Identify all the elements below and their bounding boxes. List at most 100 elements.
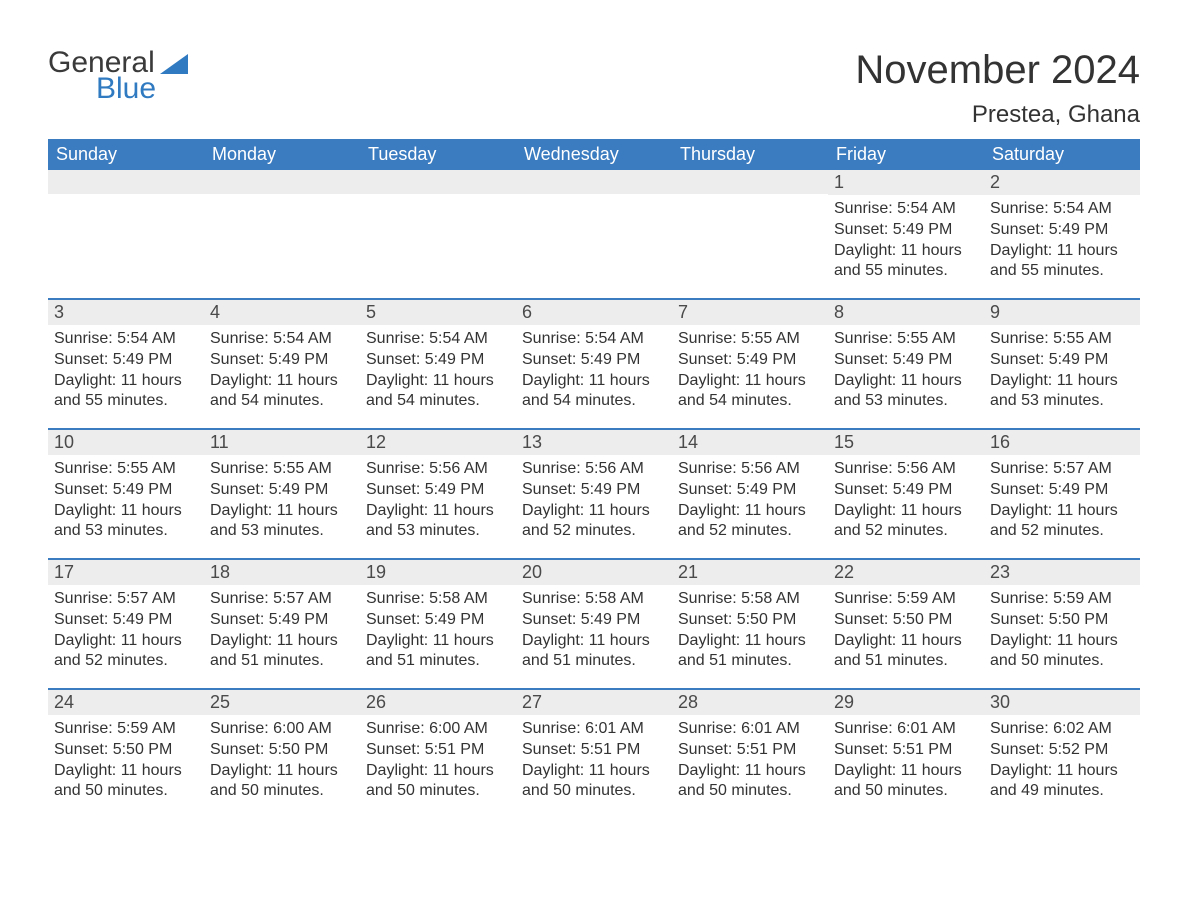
sunset-text: Sunset: 5:49 PM [210, 480, 354, 501]
day-number: 11 [204, 430, 360, 455]
calendar-cell: 27Sunrise: 6:01 AMSunset: 5:51 PMDayligh… [516, 690, 672, 818]
day-number: 24 [48, 690, 204, 715]
calendar-cell: 8Sunrise: 5:55 AMSunset: 5:49 PMDaylight… [828, 300, 984, 428]
daylight-text: Daylight: 11 hours and 52 minutes. [678, 501, 822, 543]
calendar-cell: 3Sunrise: 5:54 AMSunset: 5:49 PMDaylight… [48, 300, 204, 428]
day-body: Sunrise: 5:58 AMSunset: 5:49 PMDaylight:… [516, 585, 672, 680]
sunrise-text: Sunrise: 5:54 AM [366, 329, 510, 350]
sunset-text: Sunset: 5:49 PM [522, 350, 666, 371]
day-number: 13 [516, 430, 672, 455]
sunrise-text: Sunrise: 6:02 AM [990, 719, 1134, 740]
calendar-cell: 7Sunrise: 5:55 AMSunset: 5:49 PMDaylight… [672, 300, 828, 428]
day-body: Sunrise: 5:54 AMSunset: 5:49 PMDaylight:… [204, 325, 360, 420]
daylight-text: Daylight: 11 hours and 51 minutes. [522, 631, 666, 673]
daylight-text: Daylight: 11 hours and 55 minutes. [834, 241, 978, 283]
sunrise-text: Sunrise: 5:55 AM [834, 329, 978, 350]
day-number: 18 [204, 560, 360, 585]
calendar-cell: 22Sunrise: 5:59 AMSunset: 5:50 PMDayligh… [828, 560, 984, 688]
day-body: Sunrise: 6:01 AMSunset: 5:51 PMDaylight:… [672, 715, 828, 810]
sunrise-text: Sunrise: 5:54 AM [54, 329, 198, 350]
day-body: Sunrise: 5:54 AMSunset: 5:49 PMDaylight:… [48, 325, 204, 420]
sunset-text: Sunset: 5:49 PM [54, 350, 198, 371]
calendar-cell: 12Sunrise: 5:56 AMSunset: 5:49 PMDayligh… [360, 430, 516, 558]
calendar-cell: 2Sunrise: 5:54 AMSunset: 5:49 PMDaylight… [984, 170, 1140, 298]
sunset-text: Sunset: 5:49 PM [990, 480, 1134, 501]
logo-shape-icon [160, 54, 188, 74]
calendar-cell: 1Sunrise: 5:54 AMSunset: 5:49 PMDaylight… [828, 170, 984, 298]
day-number: 14 [672, 430, 828, 455]
daylight-text: Daylight: 11 hours and 51 minutes. [210, 631, 354, 673]
sunset-text: Sunset: 5:49 PM [990, 220, 1134, 241]
day-body: Sunrise: 5:54 AMSunset: 5:49 PMDaylight:… [360, 325, 516, 420]
logo-text: General Blue [48, 48, 156, 104]
sunrise-text: Sunrise: 6:01 AM [834, 719, 978, 740]
sunset-text: Sunset: 5:49 PM [834, 350, 978, 371]
sunset-text: Sunset: 5:49 PM [834, 220, 978, 241]
sunset-text: Sunset: 5:52 PM [990, 740, 1134, 761]
week-row: 1Sunrise: 5:54 AMSunset: 5:49 PMDaylight… [48, 170, 1140, 298]
sunrise-text: Sunrise: 5:57 AM [210, 589, 354, 610]
sunrise-text: Sunrise: 5:59 AM [834, 589, 978, 610]
calendar-cell: 10Sunrise: 5:55 AMSunset: 5:49 PMDayligh… [48, 430, 204, 558]
sunrise-text: Sunrise: 5:56 AM [678, 459, 822, 480]
dow-friday: Friday [828, 139, 984, 170]
day-body: Sunrise: 5:55 AMSunset: 5:49 PMDaylight:… [672, 325, 828, 420]
sunset-text: Sunset: 5:51 PM [834, 740, 978, 761]
day-number: 12 [360, 430, 516, 455]
day-body: Sunrise: 5:58 AMSunset: 5:50 PMDaylight:… [672, 585, 828, 680]
calendar-cell [204, 170, 360, 298]
daylight-text: Daylight: 11 hours and 51 minutes. [834, 631, 978, 673]
day-number: 6 [516, 300, 672, 325]
calendar-cell [672, 170, 828, 298]
calendar-cell [360, 170, 516, 298]
calendar-cell: 20Sunrise: 5:58 AMSunset: 5:49 PMDayligh… [516, 560, 672, 688]
daylight-text: Daylight: 11 hours and 53 minutes. [210, 501, 354, 543]
sunrise-text: Sunrise: 5:55 AM [990, 329, 1134, 350]
day-of-week-row: Sunday Monday Tuesday Wednesday Thursday… [48, 139, 1140, 170]
daylight-text: Daylight: 11 hours and 52 minutes. [990, 501, 1134, 543]
calendar-cell: 15Sunrise: 5:56 AMSunset: 5:49 PMDayligh… [828, 430, 984, 558]
day-body: Sunrise: 5:55 AMSunset: 5:49 PMDaylight:… [828, 325, 984, 420]
sunrise-text: Sunrise: 5:56 AM [366, 459, 510, 480]
day-number: 20 [516, 560, 672, 585]
sunset-text: Sunset: 5:50 PM [834, 610, 978, 631]
day-number: 26 [360, 690, 516, 715]
calendar: Sunday Monday Tuesday Wednesday Thursday… [48, 139, 1140, 818]
sunset-text: Sunset: 5:49 PM [54, 610, 198, 631]
logo-blue: Blue [96, 74, 156, 104]
day-number: 28 [672, 690, 828, 715]
calendar-cell: 17Sunrise: 5:57 AMSunset: 5:49 PMDayligh… [48, 560, 204, 688]
calendar-cell: 18Sunrise: 5:57 AMSunset: 5:49 PMDayligh… [204, 560, 360, 688]
daylight-text: Daylight: 11 hours and 51 minutes. [366, 631, 510, 673]
daylight-text: Daylight: 11 hours and 54 minutes. [210, 371, 354, 413]
dow-sunday: Sunday [48, 139, 204, 170]
month-title: November 2024 [855, 48, 1140, 93]
logo: General Blue [48, 48, 188, 104]
day-number: 4 [204, 300, 360, 325]
sunrise-text: Sunrise: 5:54 AM [210, 329, 354, 350]
calendar-cell: 14Sunrise: 5:56 AMSunset: 5:49 PMDayligh… [672, 430, 828, 558]
day-body: Sunrise: 5:56 AMSunset: 5:49 PMDaylight:… [516, 455, 672, 550]
day-number: 21 [672, 560, 828, 585]
daylight-text: Daylight: 11 hours and 52 minutes. [54, 631, 198, 673]
sunset-text: Sunset: 5:49 PM [678, 350, 822, 371]
day-body: Sunrise: 5:57 AMSunset: 5:49 PMDaylight:… [48, 585, 204, 680]
sunrise-text: Sunrise: 5:58 AM [678, 589, 822, 610]
calendar-cell: 9Sunrise: 5:55 AMSunset: 5:49 PMDaylight… [984, 300, 1140, 428]
day-number: 30 [984, 690, 1140, 715]
daylight-text: Daylight: 11 hours and 50 minutes. [834, 761, 978, 803]
day-body: Sunrise: 5:55 AMSunset: 5:49 PMDaylight:… [48, 455, 204, 550]
calendar-cell: 13Sunrise: 5:56 AMSunset: 5:49 PMDayligh… [516, 430, 672, 558]
day-number: 25 [204, 690, 360, 715]
day-number [516, 170, 672, 194]
daylight-text: Daylight: 11 hours and 55 minutes. [54, 371, 198, 413]
weeks-container: 1Sunrise: 5:54 AMSunset: 5:49 PMDaylight… [48, 170, 1140, 818]
sunset-text: Sunset: 5:49 PM [54, 480, 198, 501]
calendar-cell: 11Sunrise: 5:55 AMSunset: 5:49 PMDayligh… [204, 430, 360, 558]
location: Prestea, Ghana [855, 101, 1140, 129]
daylight-text: Daylight: 11 hours and 55 minutes. [990, 241, 1134, 283]
day-body: Sunrise: 5:56 AMSunset: 5:49 PMDaylight:… [828, 455, 984, 550]
sunset-text: Sunset: 5:49 PM [522, 480, 666, 501]
sunset-text: Sunset: 5:50 PM [54, 740, 198, 761]
dow-saturday: Saturday [984, 139, 1140, 170]
